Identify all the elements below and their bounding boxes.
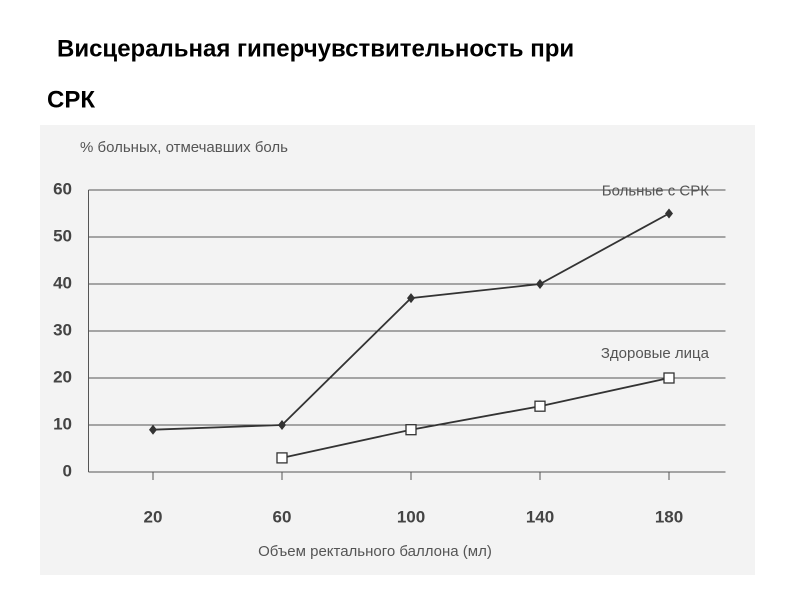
series-line: [281, 377, 670, 459]
y-tick-label: 60: [53, 179, 72, 198]
y-tick-label: 0: [63, 461, 72, 480]
chart-title: Висцеральная гиперчувствительность при: [57, 35, 574, 62]
chart-subtitle: СРК: [47, 86, 95, 113]
series-label: Больные с СРК: [602, 182, 710, 199]
y-axis-title: % больных, отмечавших боль: [80, 139, 288, 156]
x-tick-label: 60: [273, 507, 292, 526]
x-tick-label: 140: [526, 507, 554, 526]
point: [665, 208, 673, 219]
point: [407, 293, 415, 304]
point: [536, 279, 544, 289]
x-axis-title: Объем ректального баллона (мл): [258, 543, 492, 560]
y-tick-label: 30: [53, 320, 72, 339]
point: [276, 452, 288, 464]
y-tick-label: 20: [53, 367, 72, 386]
x-tick-label: 180: [655, 507, 683, 526]
y-tick-label: 40: [53, 273, 72, 292]
x-tick-label: 100: [397, 507, 425, 526]
chart-background: [40, 125, 755, 575]
point: [149, 424, 157, 435]
x-tick-label: 20: [144, 507, 163, 526]
y-tick-label: 10: [53, 414, 72, 433]
series-label: Здоровые лица: [601, 345, 710, 362]
point: [534, 400, 546, 412]
point: [663, 372, 675, 384]
point: [405, 424, 417, 436]
point: [278, 420, 286, 430]
y-tick-label: 50: [53, 226, 72, 245]
